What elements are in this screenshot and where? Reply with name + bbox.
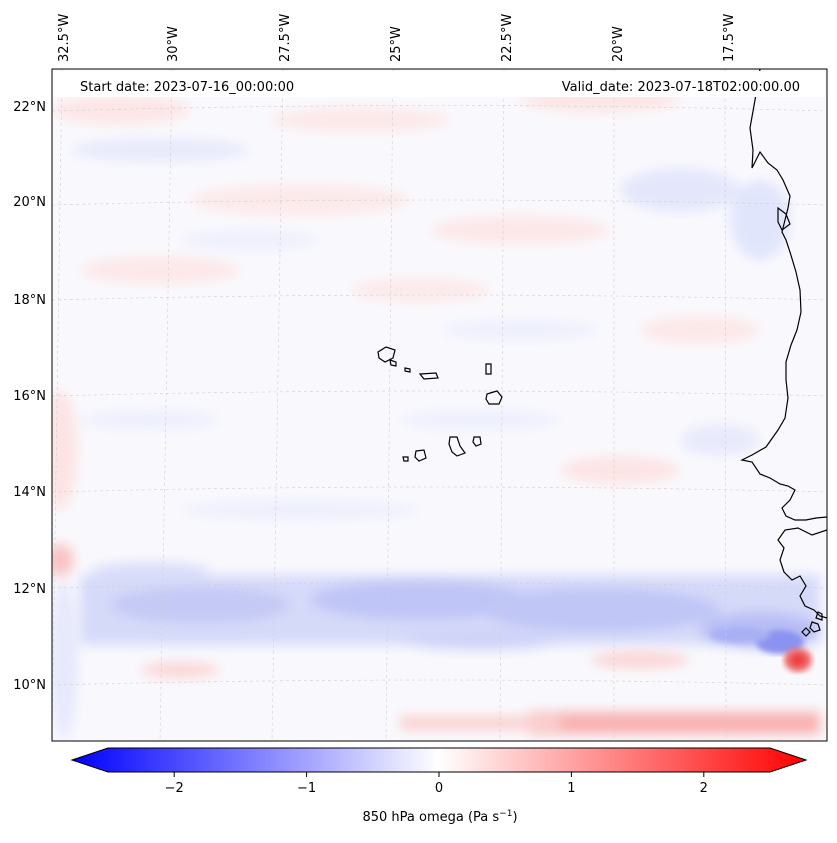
coastal-inlet: [777, 206, 791, 231]
colorbar-tick-label: 1: [567, 781, 575, 796]
lat-label: 12°N: [13, 582, 46, 597]
colorbar-label-sup: −1: [499, 809, 512, 819]
gridlines: [52, 69, 827, 741]
longitude-labels: 32.5°W 30°W 27.5°W 25°W 22.5°W 20°W 17.5…: [57, 14, 737, 62]
west-africa-coast: [740, 69, 827, 521]
coastal-ascent-core: [710, 627, 804, 654]
start-date-label: Start date: 2023-07-16_00:00:00: [80, 80, 294, 95]
latitude-labels: 22°N 20°N 18°N 16°N 14°N 12°N 10°N: [13, 100, 46, 693]
colorbar-label-suffix: ): [512, 810, 517, 825]
coastal-descent-core: [784, 648, 812, 672]
map-panel: Start date: 2023-07-16_00:00:00 Valid_da…: [51, 68, 828, 742]
lat-label: 16°N: [13, 389, 46, 404]
colorbar-label-prefix: 850 hPa omega (Pa s: [362, 810, 499, 825]
lon-label: 30°W: [166, 26, 181, 62]
cabo-verde-islands: [377, 346, 503, 462]
colorbar: −2 −1 0 1 2 850 hPa omega (Pa s−1): [70, 747, 808, 825]
lat-label: 22°N: [13, 100, 46, 115]
southern-descent-strip: [52, 544, 820, 734]
weak-ascent-patches: [52, 138, 790, 740]
lon-label: 32.5°W: [57, 14, 72, 62]
lon-label: 17.5°W: [722, 14, 737, 62]
lat-label: 20°N: [13, 195, 46, 210]
map-frame: [51, 68, 828, 742]
colorbar-tick-label: 2: [700, 781, 708, 796]
northern-weak-subsidence: [52, 88, 760, 510]
lon-label: 20°W: [611, 26, 626, 62]
coastlines: [377, 69, 827, 637]
colorbar-label: 850 hPa omega (Pa s−1): [362, 809, 517, 825]
west-africa-coast-south: [777, 527, 827, 619]
lat-label: 18°N: [13, 293, 46, 308]
map-header-backdrop: [54, 71, 825, 97]
lat-label: 10°N: [13, 678, 46, 693]
colorbar-bar: [70, 747, 808, 773]
colorbar-tick-label: −1: [297, 781, 316, 796]
lon-label: 27.5°W: [278, 14, 293, 62]
valid-date-label: Valid_date: 2023-07-18T02:00:00.00: [562, 80, 800, 95]
itcz-ascent-band: [80, 562, 820, 650]
omega-field: [52, 88, 820, 740]
bissagos-islands: [801, 611, 823, 637]
lat-label: 14°N: [13, 485, 46, 500]
colorbar-ticks: −2 −1 0 1 2: [165, 772, 708, 796]
colorbar-tick-label: −2: [165, 781, 184, 796]
colorbar-tick-label: 0: [435, 781, 443, 796]
lon-label: 25°W: [389, 26, 404, 62]
lon-label: 22.5°W: [500, 14, 515, 62]
